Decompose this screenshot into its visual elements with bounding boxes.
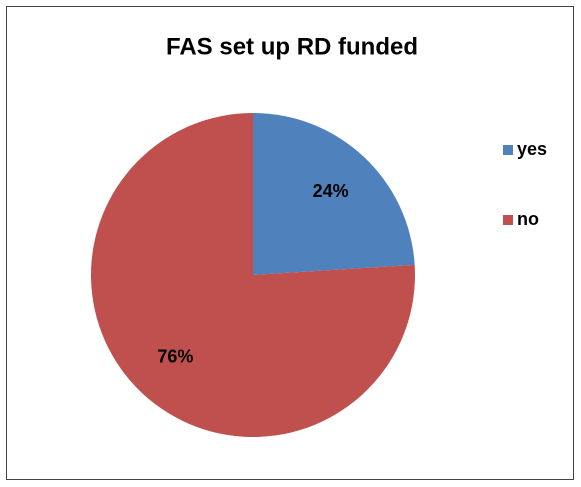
legend-label: yes — [517, 139, 547, 159]
chart-title: FAS set up RD funded — [166, 33, 418, 60]
legend-swatch — [503, 145, 513, 155]
pie-slice — [90, 113, 415, 437]
legend-label: no — [517, 209, 539, 229]
data-label: 24% — [313, 181, 349, 201]
data-label: 76% — [157, 346, 193, 366]
pie-slice — [253, 113, 415, 275]
legend-swatch — [503, 215, 513, 225]
